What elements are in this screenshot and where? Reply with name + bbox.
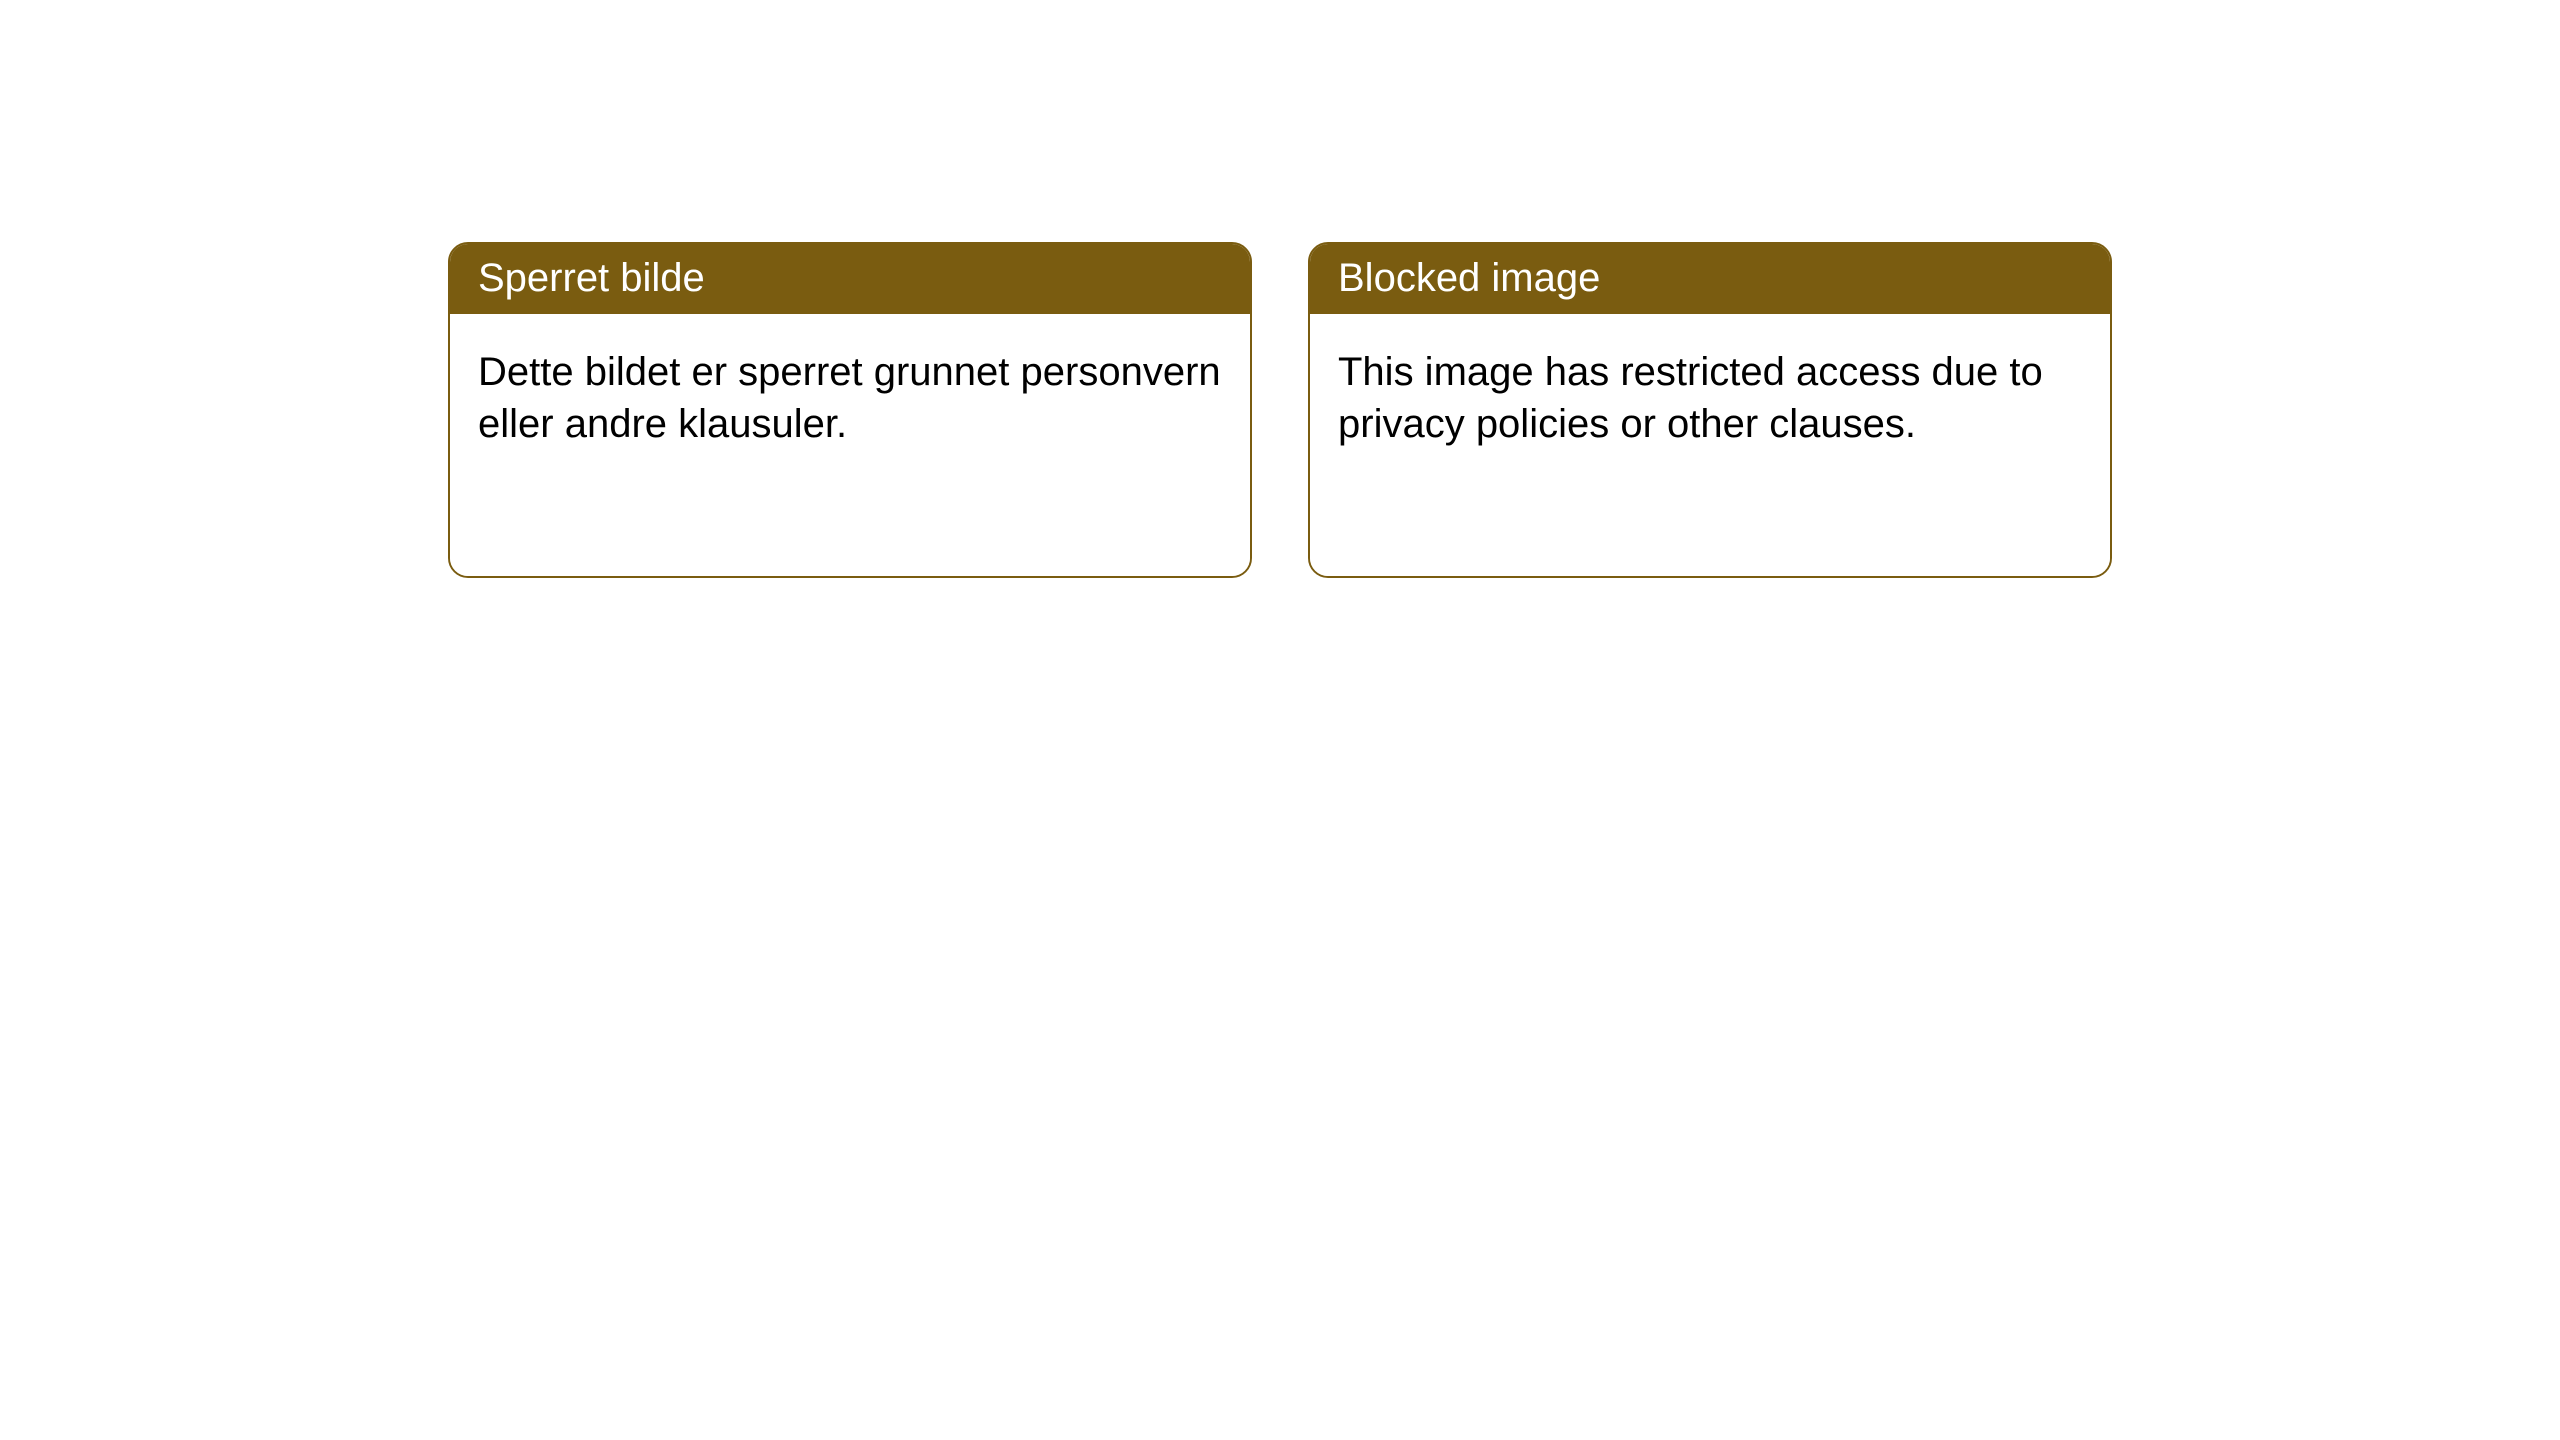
card-title-no: Sperret bilde — [450, 244, 1250, 314]
card-body-no: Dette bildet er sperret grunnet personve… — [450, 314, 1250, 576]
card-title-en: Blocked image — [1310, 244, 2110, 314]
card-body-en: This image has restricted access due to … — [1310, 314, 2110, 576]
blocked-image-card-en: Blocked image This image has restricted … — [1308, 242, 2112, 578]
blocked-image-card-no: Sperret bilde Dette bildet er sperret gr… — [448, 242, 1252, 578]
notice-container: Sperret bilde Dette bildet er sperret gr… — [0, 0, 2560, 578]
